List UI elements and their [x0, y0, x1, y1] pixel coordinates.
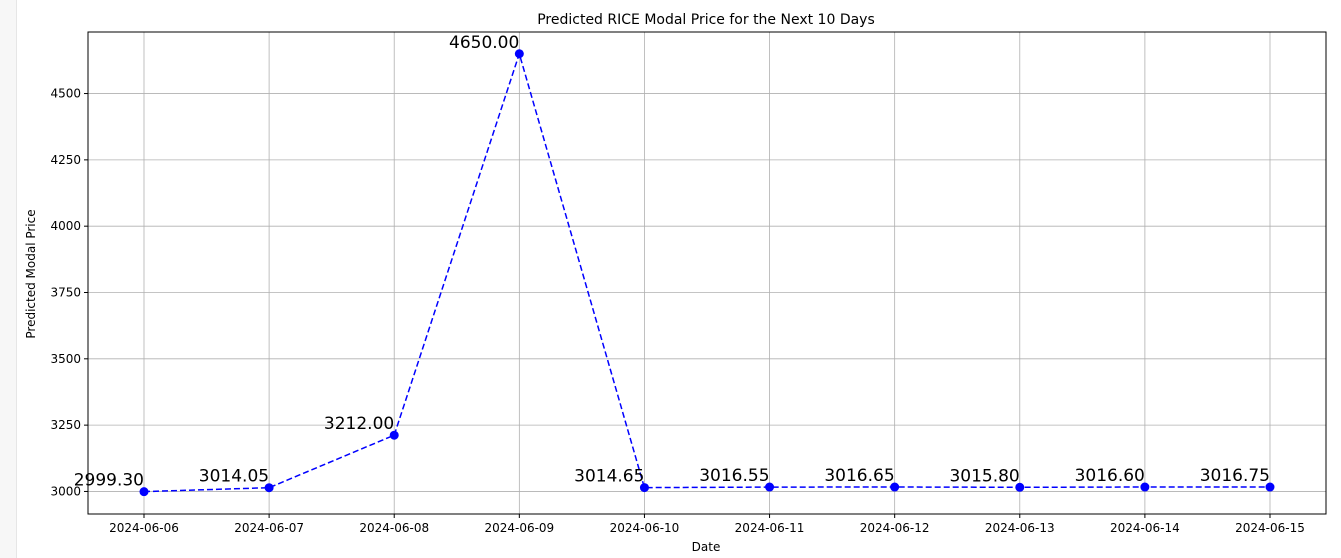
- series-line: [143, 51, 1270, 493]
- x-tick-label: 2024-06-14: [1110, 521, 1180, 535]
- x-tick-label: 2024-06-13: [985, 521, 1055, 535]
- y-tick-label: 4000: [50, 219, 81, 233]
- data-label: 3016.60: [1075, 466, 1145, 486]
- y-axis-title: Predicted Modal Price: [24, 209, 38, 338]
- data-point: [890, 482, 900, 492]
- y-tick-label: 4500: [50, 87, 81, 101]
- data-label: 3016.55: [699, 466, 769, 486]
- data-label: 3014.05: [199, 467, 269, 487]
- x-axis-title: Date: [692, 540, 721, 554]
- data-point: [1140, 482, 1150, 492]
- grid: [88, 32, 1326, 514]
- x-tick-label: 2024-06-06: [109, 521, 179, 535]
- data-points: [139, 49, 1275, 497]
- x-tick-label: 2024-06-10: [610, 521, 680, 535]
- y-axis: 3000 3250 3500 3750 4000 4250 4500: [50, 87, 88, 498]
- x-tick-label: 2024-06-07: [234, 521, 304, 535]
- data-point: [765, 482, 775, 492]
- data-label: 2999.30: [74, 471, 144, 491]
- x-tick-label: 2024-06-09: [484, 521, 554, 535]
- x-tick-label: 2024-06-12: [860, 521, 930, 535]
- data-label: 3014.65: [574, 467, 644, 487]
- data-point: [639, 483, 649, 493]
- y-tick-label: 3000: [50, 484, 81, 498]
- data-point: [514, 49, 524, 59]
- notebook-gutter: [0, 0, 17, 558]
- y-tick-label: 3750: [50, 285, 81, 299]
- y-tick-label: 3500: [50, 352, 81, 366]
- x-axis: 2024-06-06 2024-06-07 2024-06-08 2024-06-09…: [109, 514, 1305, 535]
- x-tick-label: 2024-06-15: [1235, 521, 1305, 535]
- data-labels: 2999.30 3014.05 3212.00 4650.00 3014.65 3016.…: [74, 33, 1270, 491]
- data-label: 3016.75: [1200, 466, 1270, 486]
- data-point: [264, 483, 274, 493]
- data-point: [389, 430, 399, 440]
- data-label: 4650.00: [449, 33, 519, 53]
- data-point: [139, 487, 149, 497]
- data-label: 3016.65: [824, 466, 894, 486]
- y-tick-label: 4250: [50, 153, 81, 167]
- x-tick-label: 2024-06-11: [735, 521, 805, 535]
- data-label: 3212.00: [324, 414, 394, 434]
- chart-title: Predicted RICE Modal Price for the Next …: [537, 12, 875, 28]
- plot-frame: [87, 31, 1327, 515]
- data-label: 3015.80: [949, 466, 1019, 486]
- y-tick-label: 3250: [50, 418, 81, 432]
- data-point: [1015, 482, 1025, 492]
- x-tick-label: 2024-06-08: [359, 521, 429, 535]
- data-point: [1265, 482, 1275, 492]
